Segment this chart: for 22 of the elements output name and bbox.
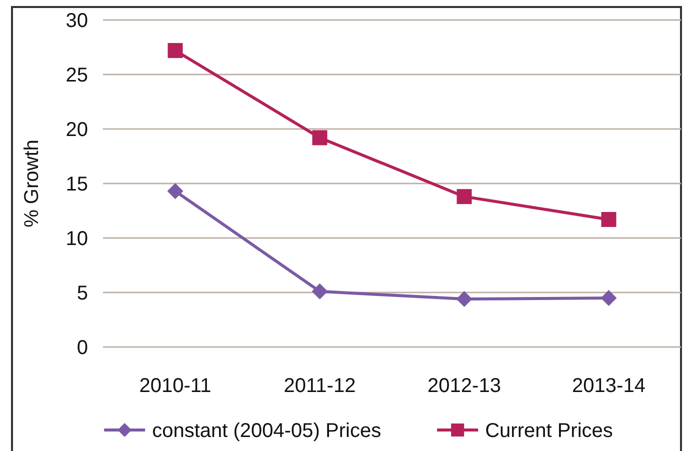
point [167, 183, 184, 200]
x-tick-label: 2012-13 [428, 375, 501, 397]
y-tick-label: 15 [66, 174, 88, 196]
y-tick-label: 5 [76, 282, 88, 305]
x-tick-label: 2010-11 [139, 375, 212, 397]
y-tick-label: 30 [66, 10, 88, 32]
legend-label: constant (2004-05) Prices [152, 420, 382, 442]
point [600, 290, 617, 306]
point [312, 130, 328, 146]
point [601, 212, 616, 227]
y-tick-label: 10 [66, 228, 88, 250]
point [456, 291, 472, 308]
x-tick-label: 2013-14 [572, 375, 646, 397]
point [312, 283, 328, 300]
y-axis-title: % Growth [21, 140, 43, 228]
x-tick-label: 2011-12 [284, 375, 356, 397]
point [168, 43, 183, 58]
y-tick-label: 0 [76, 337, 88, 360]
legend-label: Current Prices [485, 420, 613, 442]
y-tick-label: 20 [66, 119, 88, 142]
y-tick-label: 25 [66, 64, 88, 87]
point [456, 189, 472, 204]
